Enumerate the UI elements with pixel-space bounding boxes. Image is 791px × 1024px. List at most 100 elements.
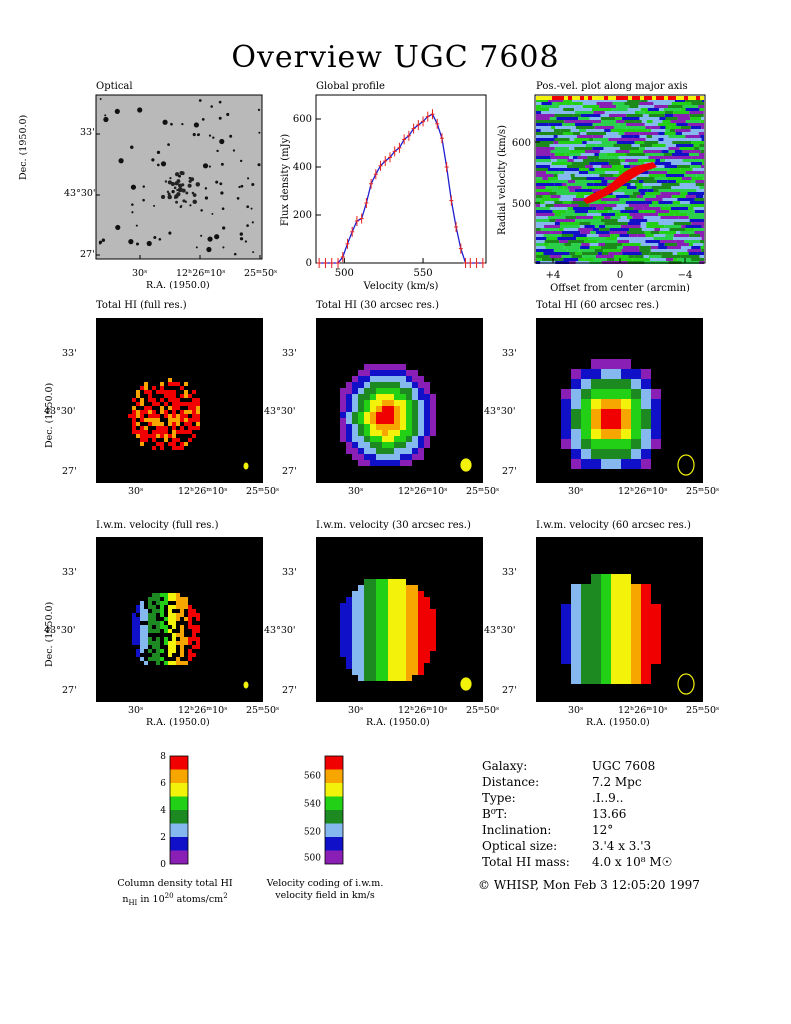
colorbar-swatch — [170, 823, 188, 837]
map-pixel — [430, 609, 436, 615]
map-pixel — [376, 663, 382, 669]
map-pixel — [424, 621, 430, 627]
map-pixel — [152, 446, 156, 450]
panel-title-hi-30: Total HI (30 arcsec res.) — [316, 300, 440, 311]
map-pixel — [631, 459, 641, 469]
map-pixel — [388, 627, 394, 633]
map-pixel — [152, 422, 156, 426]
map-dec-tick: 33' — [282, 348, 297, 359]
map-pixel — [358, 633, 364, 639]
map-pixel — [430, 406, 436, 412]
map-pixel — [651, 399, 661, 409]
map-pixel — [352, 663, 358, 669]
optical-galaxy-knot — [161, 194, 166, 199]
map-pixel — [152, 414, 156, 418]
map-pixel — [651, 604, 661, 614]
optical-star — [220, 162, 224, 166]
map-pixel — [370, 442, 376, 448]
map-pixel — [561, 419, 571, 429]
map-pixel — [430, 645, 436, 651]
map-pixel — [571, 674, 581, 684]
map-pixel — [561, 389, 571, 399]
map-pixel — [156, 434, 160, 438]
map-pixel — [140, 398, 144, 402]
map-pixel — [601, 594, 611, 604]
map-pixel — [172, 617, 176, 621]
map-pixel — [641, 614, 651, 624]
map-pixel — [156, 637, 160, 641]
map-pixel — [601, 379, 611, 389]
map-pixel — [364, 627, 370, 633]
pv-xtick-1: +4 — [546, 270, 561, 281]
map-pixel — [168, 621, 172, 625]
map-pixel — [591, 664, 601, 674]
map-pixel — [382, 621, 388, 627]
map-pixel — [394, 585, 400, 591]
map-pixel — [358, 454, 364, 460]
optical-galaxy-knot — [176, 192, 181, 197]
map-pixel — [406, 633, 412, 639]
optical-star — [168, 231, 172, 235]
map-pixel — [188, 653, 192, 657]
optical-galaxy-knot — [181, 188, 186, 193]
map-pixel — [136, 434, 140, 438]
map-pixel — [424, 436, 430, 442]
colorbar-swatch — [170, 850, 188, 864]
colorbar-swatch — [325, 769, 343, 783]
map-pixel — [148, 414, 152, 418]
map-pixel — [140, 430, 144, 434]
map-pixel — [591, 644, 601, 654]
map-pixel — [601, 399, 611, 409]
map-pixel — [406, 418, 412, 424]
map-pixel — [192, 633, 196, 637]
map-pixel — [388, 633, 394, 639]
map-pixel — [346, 645, 352, 651]
colorbar-swatch — [170, 796, 188, 810]
optical-star — [98, 240, 103, 244]
map-pixel — [412, 603, 418, 609]
map-pixel — [152, 418, 156, 422]
map-pixel — [156, 621, 160, 625]
map-pixel — [388, 436, 394, 442]
colorbar-tick: 540 — [304, 800, 321, 810]
map-pixel — [176, 605, 180, 609]
map-pixel — [364, 460, 370, 466]
map-pixel — [571, 594, 581, 604]
map-pixel — [180, 430, 184, 434]
map-pixel — [172, 613, 176, 617]
map-pixel — [406, 424, 412, 430]
map-pixel — [394, 376, 400, 382]
map-ra-tick: 30ˢ — [568, 705, 584, 716]
map-pixel — [651, 644, 661, 654]
map-pixel — [180, 601, 184, 605]
map-pixel — [176, 438, 180, 442]
optical-star — [246, 224, 249, 227]
map-pixel — [136, 414, 140, 418]
map-pixel — [601, 624, 611, 634]
map-pixel — [601, 674, 611, 684]
map-pixel — [346, 603, 352, 609]
map-pixel — [164, 410, 168, 414]
map-pixel — [400, 382, 406, 388]
map-pixel — [180, 641, 184, 645]
map-pixel — [418, 591, 424, 597]
map-pixel — [180, 609, 184, 613]
map-pixel — [406, 430, 412, 436]
map-pixel — [184, 442, 188, 446]
map-pixel — [192, 637, 196, 641]
map-pixel — [394, 394, 400, 400]
optical-star — [189, 204, 192, 207]
map-pixel — [418, 388, 424, 394]
global-profile-ytick: 0 — [306, 258, 312, 269]
map-pixel — [164, 597, 168, 601]
map-pixel — [651, 409, 661, 419]
map-pixel — [641, 449, 651, 459]
optical-galaxy-knot — [181, 183, 185, 187]
optical-star — [218, 100, 222, 104]
optical-dec-label: Dec. (1950.0) — [18, 114, 29, 180]
optical-star — [128, 239, 134, 245]
map-pixel — [164, 430, 168, 434]
map-pixel — [382, 460, 388, 466]
map-pixel — [641, 634, 651, 644]
map-pixel — [358, 442, 364, 448]
